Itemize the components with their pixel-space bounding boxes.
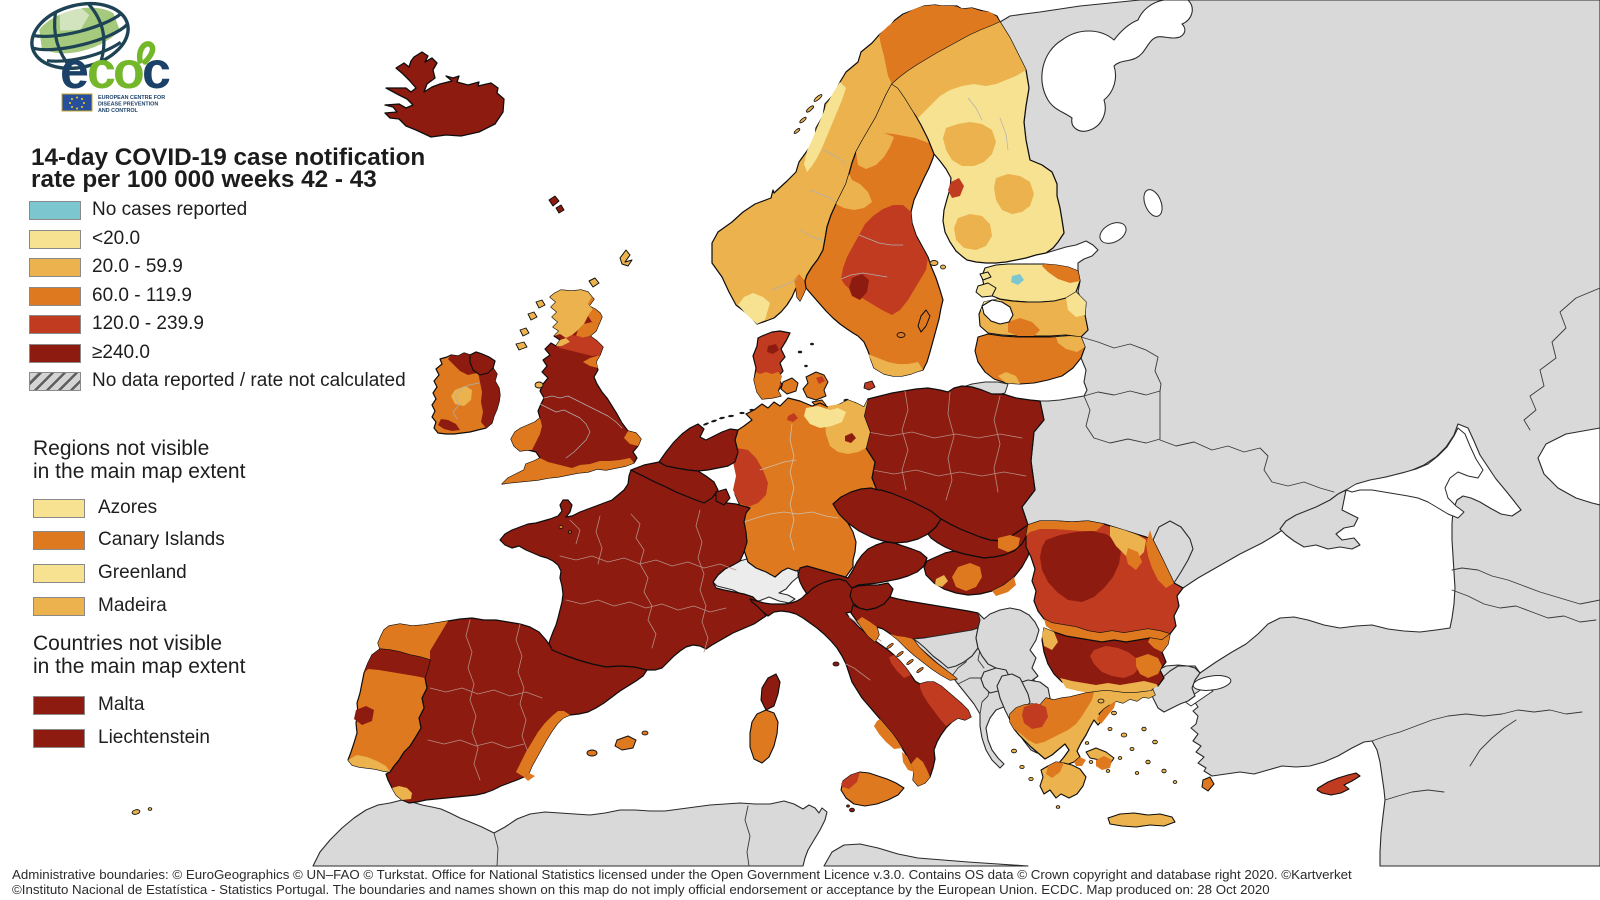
svg-text:DISEASE PREVENTION: DISEASE PREVENTION — [98, 102, 158, 108]
svg-text:c: c — [142, 42, 171, 100]
svg-text:AND CONTROL: AND CONTROL — [98, 108, 139, 114]
svg-text:e: e — [60, 42, 89, 100]
svg-text:c: c — [87, 42, 116, 100]
svg-text:EUROPEAN CENTRE FOR: EUROPEAN CENTRE FOR — [98, 95, 165, 101]
svg-text:o: o — [113, 42, 145, 100]
